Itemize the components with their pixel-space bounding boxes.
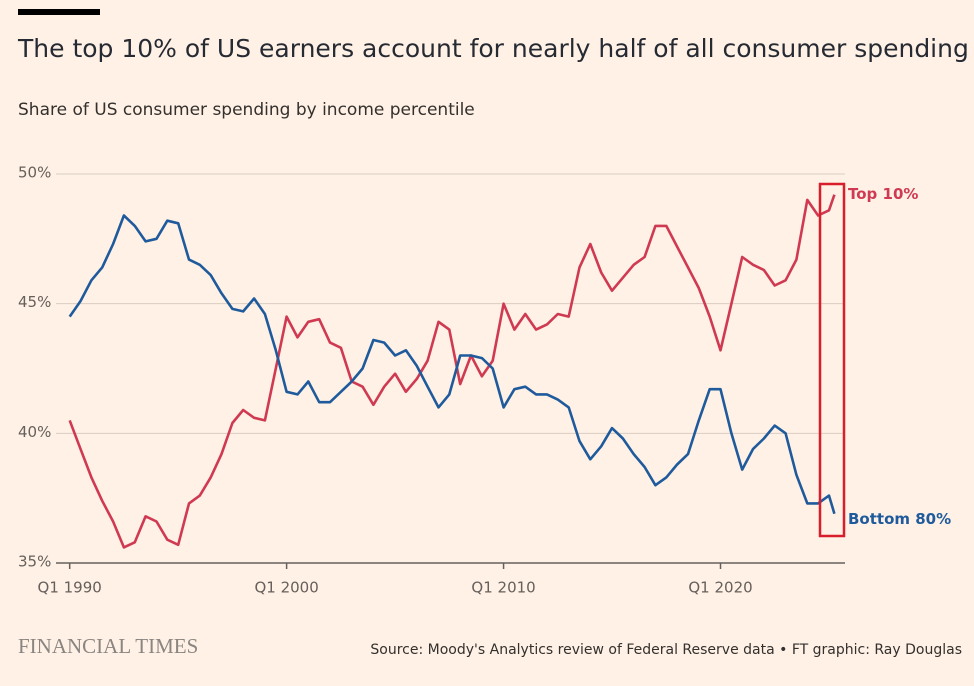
chart-title: The top 10% of US earners account for ne… xyxy=(17,34,969,63)
y-tick-label: 40% xyxy=(18,423,51,441)
top-bar xyxy=(18,9,100,15)
source: Source: Moody's Analytics review of Fede… xyxy=(370,642,962,658)
highlight-box xyxy=(818,182,846,538)
series-label: Bottom 80% xyxy=(848,510,951,528)
series-label: Top 10% xyxy=(848,185,918,203)
series-line xyxy=(68,194,836,549)
series-line xyxy=(68,214,836,515)
x-tick-label: Q1 2000 xyxy=(254,579,318,597)
y-tick-label: 50% xyxy=(18,164,51,182)
x-tick-label: Q1 2010 xyxy=(471,579,535,597)
y-tick-label: 45% xyxy=(18,293,51,311)
y-tick-label: 35% xyxy=(18,553,51,571)
x-tick-label: Q1 2020 xyxy=(688,579,752,597)
x-tick-label: Q1 1990 xyxy=(38,579,102,597)
plot-area: 35% 40% 45% 50% Q1 1990 Q1 2000 Q1 2010 Q1 2020… xyxy=(18,164,951,597)
chart-subtitle: Share of US consumer spending by income … xyxy=(18,100,475,120)
brand: FINANCIAL TIMES xyxy=(18,634,198,658)
